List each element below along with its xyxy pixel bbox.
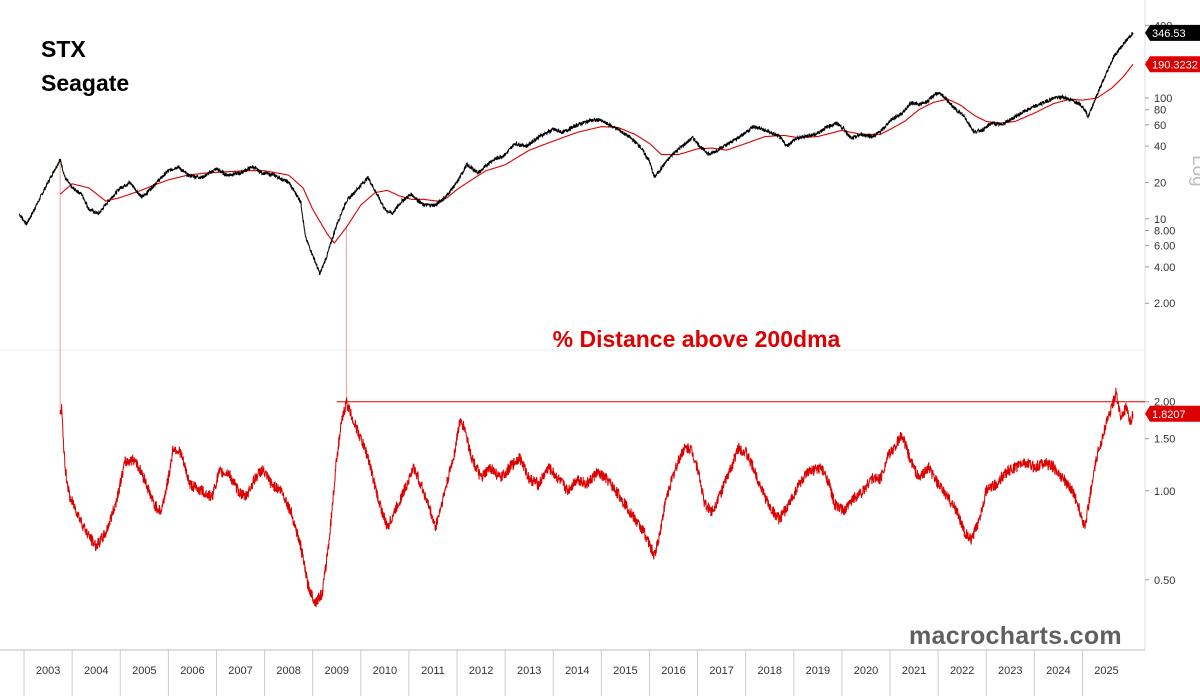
- series-line-200dma: [59, 63, 1134, 244]
- x-tick-label: 2017: [709, 665, 733, 677]
- x-tick-label: 2021: [902, 665, 926, 677]
- x-tick-label: 2007: [228, 665, 252, 677]
- top-y-tick-label: 10: [1154, 214, 1166, 226]
- x-tick-label: 2013: [517, 665, 541, 677]
- last-distance-badge: 1.8207: [1145, 405, 1200, 422]
- last-distance-badge-shape: [1145, 405, 1200, 422]
- last-ma-badge-shape: [1145, 56, 1200, 73]
- top-y-tick-label: 80: [1154, 105, 1166, 117]
- series-line-price: [18, 31, 1134, 275]
- x-tick-label: 2016: [661, 665, 685, 677]
- last-distance-text: 1.8207: [1152, 409, 1186, 421]
- last-ma-badge: 190.3232: [1145, 56, 1200, 73]
- x-tick-label: 2005: [132, 665, 156, 677]
- top-y-tick-label: 100: [1154, 93, 1172, 105]
- x-tick-label: 2024: [1046, 665, 1070, 677]
- lower-panel-title: % Distance above 200dma: [552, 326, 841, 352]
- last-price-badge: 346.53: [1145, 24, 1200, 41]
- top-y-tick-label: 2.00: [1154, 298, 1175, 310]
- bottom-y-tick-label: 0.50: [1154, 575, 1175, 587]
- last-ma-text: 190.3232: [1152, 59, 1198, 71]
- x-tick-label: 2006: [180, 665, 204, 677]
- x-tick-label: 2019: [806, 665, 830, 677]
- x-tick-label: 2018: [758, 665, 782, 677]
- x-tick-label: 2025: [1094, 665, 1118, 677]
- x-tick-label: 2009: [325, 665, 349, 677]
- chart-title-ticker: STX: [41, 36, 86, 62]
- top-y-tick-label: 4.00: [1154, 262, 1175, 274]
- x-tick-label: 2015: [613, 665, 637, 677]
- bottom-y-tick-label: 2.00: [1154, 397, 1175, 409]
- last-price-badge-shape: [1145, 24, 1200, 41]
- x-tick-label: 2004: [84, 665, 108, 677]
- y-scale-label: Log: [1188, 155, 1200, 187]
- x-tick-label: 2022: [950, 665, 974, 677]
- top-y-tick-label: 20: [1154, 177, 1166, 189]
- top-y-tick-label: 6.00: [1154, 241, 1175, 253]
- watermark: macrocharts.com: [909, 622, 1122, 650]
- x-tick-label: 2020: [854, 665, 878, 677]
- top-y-tick-label: 8.00: [1154, 226, 1175, 238]
- series-line-distance: [59, 387, 1134, 608]
- chart-title-company: Seagate: [41, 70, 130, 96]
- x-tick-label: 2023: [998, 665, 1022, 677]
- bottom-y-tick-label: 1.50: [1154, 434, 1175, 446]
- top-y-tick-label: 60: [1154, 120, 1166, 132]
- x-tick-label: 2008: [276, 665, 300, 677]
- x-tick-label: 2014: [565, 665, 589, 677]
- x-tick-label: 2011: [421, 665, 445, 677]
- x-tick-label: 2003: [36, 665, 60, 677]
- x-tick-label: 2012: [469, 665, 493, 677]
- bottom-y-tick-label: 1.00: [1154, 486, 1175, 498]
- x-tick-label: 2010: [373, 665, 397, 677]
- top-y-tick-label: 40: [1154, 141, 1166, 153]
- last-price-text: 346.53: [1152, 28, 1186, 40]
